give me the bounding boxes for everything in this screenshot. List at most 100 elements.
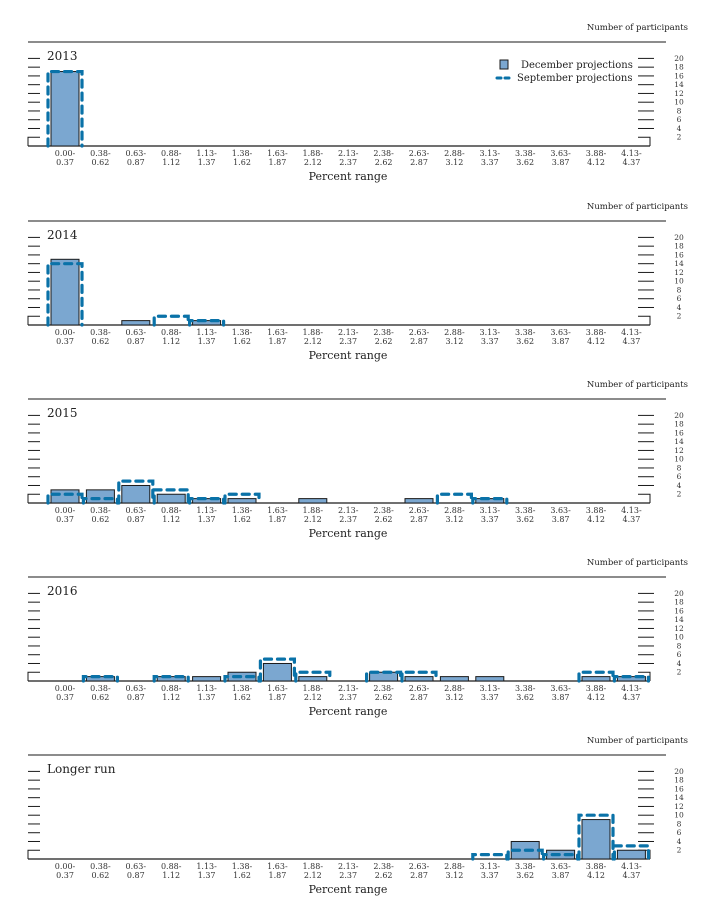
y-tick-label: 18	[674, 420, 684, 429]
december-bar	[156, 493, 186, 504]
x-tick-label: 2.38-	[373, 149, 394, 158]
x-tick-label: 0.00-	[55, 328, 76, 337]
december-bar	[475, 676, 505, 682]
x-tick-label: 3.12	[445, 158, 463, 167]
x-tick-label: 2.62	[375, 693, 393, 702]
y-tick-label: 4	[677, 124, 682, 133]
x-tick-label: 1.37	[198, 158, 216, 167]
x-tick-label: 0.37	[56, 158, 74, 167]
x-tick-label: 0.37	[56, 693, 74, 702]
x-tick-label: 0.63-	[126, 149, 147, 158]
x-axis-title: Percent range	[309, 705, 388, 718]
x-tick-label: 1.13-	[196, 862, 217, 871]
x-tick-label: 2.87	[410, 693, 428, 702]
september-bar	[258, 657, 296, 683]
x-tick-label: 1.38-	[232, 328, 253, 337]
september-bar	[471, 853, 509, 861]
x-tick-label: 3.38-	[515, 328, 536, 337]
x-tick-label: 3.38-	[515, 862, 536, 871]
x-tick-label: 0.88-	[161, 328, 182, 337]
y-tick-label: 6	[677, 650, 682, 659]
y-tick-label: 2	[677, 312, 682, 321]
x-tick-label: 1.38-	[232, 684, 253, 693]
left-axis-bracket	[27, 136, 40, 146]
x-tick-label: 3.37	[481, 515, 499, 524]
x-tick-label: 3.38-	[515, 684, 536, 693]
y-tick-label: 10	[674, 633, 684, 642]
x-tick-label: 4.13-	[621, 506, 642, 515]
panel-title: 2014	[47, 228, 78, 242]
y-tick-label: 8	[677, 641, 682, 650]
x-tick-label: 0.37	[56, 337, 74, 346]
x-tick-label: 1.38-	[232, 149, 253, 158]
x-tick-label: 2.88-	[444, 684, 465, 693]
y-tick-label: 20	[674, 54, 684, 63]
x-tick-label: 3.62	[516, 515, 534, 524]
left-axis-bracket	[27, 315, 40, 325]
september-bar	[435, 492, 473, 505]
x-tick-label: 2.63-	[409, 684, 430, 693]
y-tick-label: 2	[677, 490, 682, 499]
x-tick-label: 2.88-	[444, 862, 465, 871]
september-bar	[152, 488, 190, 505]
y-axis-label: Number of participants	[587, 202, 688, 212]
y-tick-label: 20	[674, 411, 684, 420]
x-tick-label: 0.62	[91, 871, 109, 880]
x-tick-label: 1.63-	[267, 149, 288, 158]
september-bar	[152, 675, 190, 683]
x-tick-label: 0.87	[127, 693, 145, 702]
legend-september-label: September projections	[517, 73, 633, 84]
x-tick-label: 0.62	[91, 693, 109, 702]
x-tick-label: 2.12	[304, 158, 322, 167]
x-tick-label: 1.87	[268, 337, 286, 346]
december-bar	[50, 489, 80, 504]
x-tick-label: 2.63-	[409, 328, 430, 337]
y-tick-label: 18	[674, 776, 684, 785]
x-tick-label: 1.12	[162, 158, 180, 167]
x-tick-label: 0.63-	[126, 328, 147, 337]
legend: December projections September projection…	[495, 59, 633, 84]
x-tick-label: 2.87	[410, 871, 428, 880]
x-tick-label: 0.38-	[90, 328, 111, 337]
x-tick-label: 3.88-	[586, 506, 607, 515]
x-tick-label: 3.62	[516, 871, 534, 880]
x-tick-label: 4.12	[587, 337, 605, 346]
x-tick-label: 3.13-	[480, 149, 501, 158]
december-bar	[50, 71, 80, 147]
y-tick-label: 20	[674, 233, 684, 242]
x-tick-label: 4.13-	[621, 328, 642, 337]
y-tick-label: 18	[674, 598, 684, 607]
x-tick-label: 2.88-	[444, 149, 465, 158]
x-tick-label: 1.13-	[196, 328, 217, 337]
x-tick-label: 0.37	[56, 515, 74, 524]
y-tick-label: 12	[674, 802, 684, 811]
x-tick-label: 4.37	[622, 693, 640, 702]
x-tick-label: 2.38-	[373, 506, 394, 515]
y-tick-label: 16	[674, 71, 684, 80]
december-bar	[121, 484, 151, 504]
y-tick-label: 10	[674, 811, 684, 820]
x-tick-label: 1.88-	[303, 506, 324, 515]
x-tick-label: 0.38-	[90, 862, 111, 871]
x-tick-label: 1.37	[198, 693, 216, 702]
y-tick-label: 8	[677, 463, 682, 472]
x-tick-label: 3.37	[481, 337, 499, 346]
y-tick-label: 10	[674, 98, 684, 107]
x-tick-label: 3.63-	[550, 862, 571, 871]
y-tick-label: 10	[674, 455, 684, 464]
x-tick-label: 0.00-	[55, 684, 76, 693]
x-tick-label: 2.37	[339, 693, 357, 702]
x-tick-label: 0.63-	[126, 684, 147, 693]
x-tick-label: 4.12	[587, 158, 605, 167]
x-tick-label: 2.38-	[373, 328, 394, 337]
x-tick-label: 2.88-	[444, 506, 465, 515]
december-bar	[50, 258, 80, 326]
y-tick-label: 12	[674, 268, 684, 277]
x-tick-label: 1.88-	[303, 684, 324, 693]
x-tick-label: 1.63-	[267, 862, 288, 871]
x-tick-label: 0.87	[127, 871, 145, 880]
x-tick-label: 3.13-	[480, 506, 501, 515]
september-bar	[400, 670, 438, 683]
x-tick-label: 4.37	[622, 515, 640, 524]
x-tick-label: 0.00-	[55, 506, 76, 515]
